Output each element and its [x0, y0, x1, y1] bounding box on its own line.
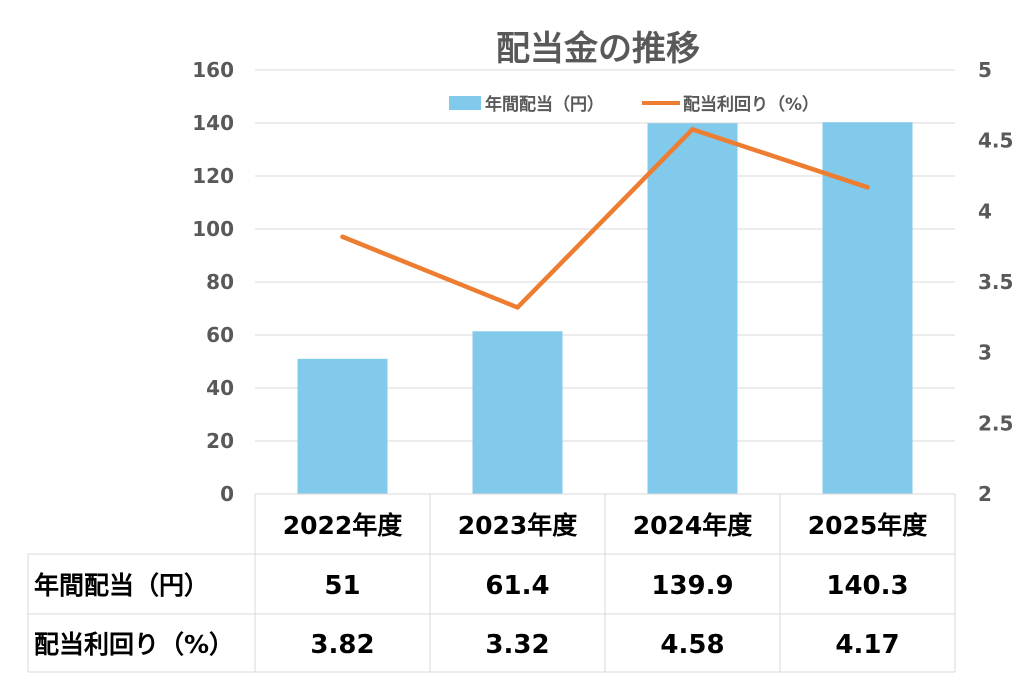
legend-swatch-bar — [449, 96, 481, 110]
left-tick-label: 80 — [206, 270, 234, 294]
category-label: 2025年度 — [808, 511, 928, 540]
line-point — [340, 234, 345, 239]
line-point — [515, 305, 520, 310]
legend-label-line: 配当利回り（%） — [683, 94, 819, 115]
row-label-yield: 配当利回り（%） — [34, 630, 234, 659]
bar — [647, 123, 738, 494]
bar — [472, 331, 563, 494]
left-tick-label: 100 — [192, 217, 234, 241]
dividend-value: 140.3 — [826, 571, 908, 601]
right-tick-label: 3 — [978, 341, 992, 365]
bar — [822, 122, 913, 494]
line-series — [340, 127, 870, 310]
chart-title: 配当金の推移 — [496, 29, 700, 69]
left-tick-label: 60 — [206, 323, 234, 347]
category-label: 2023年度 — [458, 511, 578, 540]
right-axis-ticks: 2 2.5 3 3.5 4 4.5 5 — [978, 58, 1013, 506]
right-tick-label: 4.5 — [978, 129, 1013, 153]
left-tick-label: 20 — [206, 429, 234, 453]
legend: 年間配当（円） 配当利回り（%） — [449, 94, 819, 115]
right-tick-label: 2 — [978, 482, 992, 506]
left-axis-ticks: 0 20 40 60 80 100 120 140 160 — [192, 58, 234, 506]
right-tick-label: 4 — [978, 199, 992, 223]
bar — [297, 358, 388, 494]
line-point — [865, 185, 870, 190]
dividend-value: 51 — [324, 571, 360, 601]
right-tick-label: 5 — [978, 58, 992, 82]
left-tick-label: 120 — [192, 164, 234, 188]
left-tick-label: 0 — [220, 482, 234, 506]
left-tick-label: 140 — [192, 111, 234, 135]
dividend-value: 139.9 — [651, 571, 733, 601]
yield-value: 3.32 — [485, 630, 549, 660]
yield-value: 3.82 — [310, 630, 374, 660]
row-label-dividend: 年間配当（円） — [34, 571, 209, 600]
category-label: 2024年度 — [633, 511, 753, 540]
left-tick-label: 40 — [206, 376, 234, 400]
line-point — [690, 127, 695, 132]
legend-label-bar: 年間配当（円） — [485, 94, 604, 115]
yield-value: 4.58 — [660, 630, 724, 660]
right-tick-label: 3.5 — [978, 270, 1013, 294]
right-tick-label: 2.5 — [978, 411, 1013, 435]
yield-line — [340, 127, 870, 310]
left-tick-label: 160 — [192, 58, 234, 82]
yield-value: 4.17 — [835, 630, 899, 660]
dividend-value: 61.4 — [485, 571, 549, 601]
category-label: 2022年度 — [283, 511, 403, 540]
bar-series — [297, 122, 913, 494]
